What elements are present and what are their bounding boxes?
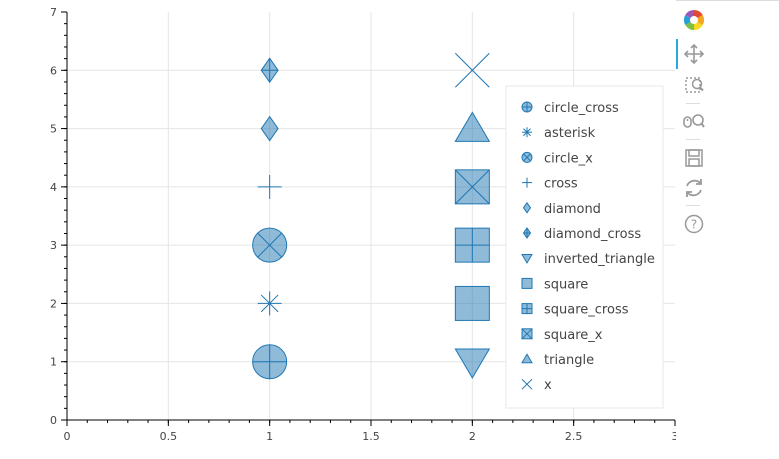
box-zoom-tool-icon[interactable] bbox=[680, 72, 708, 100]
legend-label: square_cross bbox=[544, 303, 629, 318]
marker-x bbox=[454, 52, 490, 88]
legend-glyph-square_x bbox=[521, 328, 533, 340]
legend-label: triangle bbox=[544, 353, 594, 368]
svg-text:?: ? bbox=[691, 218, 697, 232]
save-tool-icon[interactable] bbox=[680, 144, 708, 172]
marker-triangle bbox=[454, 111, 491, 142]
legend-item-circle_cross[interactable]: circle_cross bbox=[521, 101, 619, 116]
x-tick-label: 2.5 bbox=[565, 430, 583, 443]
legend-label: square_x bbox=[544, 328, 603, 343]
toolbar-divider bbox=[686, 205, 700, 206]
y-tick-label: 6 bbox=[50, 64, 57, 77]
legend-label: square bbox=[544, 277, 588, 292]
y-tick-label: 2 bbox=[50, 297, 57, 310]
y-tick-label: 5 bbox=[50, 123, 57, 136]
marker-square bbox=[454, 285, 490, 321]
marker-inverted_triangle bbox=[454, 348, 491, 379]
legend-label: diamond bbox=[544, 202, 601, 217]
y-tick-label: 1 bbox=[50, 356, 57, 369]
plot-area[interactable]: 0 0.5 1 1.5 2 2.5 3 0 1 2 3 4 5 6 7 circle_crossasteri… bbox=[0, 0, 676, 459]
x-tick-label: 0 bbox=[64, 430, 71, 443]
legend-glyph-x bbox=[521, 378, 533, 390]
legend-glyph-square_cross bbox=[521, 303, 533, 315]
bokeh-logo-icon[interactable] bbox=[680, 6, 708, 34]
x-tick-label: 1.5 bbox=[362, 430, 380, 443]
legend-label: asterisk bbox=[544, 126, 596, 141]
legend-item-square_cross[interactable]: square_cross bbox=[521, 303, 629, 318]
active-tool-indicator bbox=[676, 39, 678, 69]
legend-item-x[interactable]: x bbox=[521, 378, 552, 393]
wheel-zoom-tool-icon[interactable] bbox=[680, 108, 708, 136]
marker-diamond_cross bbox=[260, 57, 279, 84]
legend-label: circle_x bbox=[544, 151, 593, 166]
y-tick-label: 3 bbox=[50, 239, 57, 252]
marker-cross bbox=[257, 174, 282, 199]
marker-square_cross bbox=[454, 227, 490, 263]
y-tick-label: 7 bbox=[50, 6, 57, 19]
legend-item-triangle[interactable]: triangle bbox=[521, 353, 594, 368]
y-tick-label: 4 bbox=[50, 181, 57, 194]
marker-asterisk bbox=[257, 291, 282, 316]
y-tick-label: 0 bbox=[50, 414, 57, 427]
legend-item-inverted_triangle[interactable]: inverted_triangle bbox=[521, 252, 655, 267]
legend-label: cross bbox=[544, 177, 578, 192]
toolbar-divider bbox=[686, 103, 700, 104]
legend-glyph-circle_cross bbox=[521, 101, 533, 113]
legend-box bbox=[505, 85, 664, 409]
legend-item-square_x[interactable]: square_x bbox=[521, 328, 603, 343]
legend-item-cross[interactable]: cross bbox=[522, 177, 578, 192]
x-tick-label: 3 bbox=[672, 430, 677, 443]
legend-item-diamond[interactable]: diamond bbox=[522, 201, 601, 217]
legend-label: diamond_cross bbox=[544, 227, 641, 242]
legend-item-circle_x[interactable]: circle_x bbox=[521, 151, 593, 166]
marker-circle_cross bbox=[252, 344, 288, 380]
legend-glyph-cross bbox=[522, 177, 532, 188]
x-tick-label: 1 bbox=[266, 430, 273, 443]
pan-tool-icon[interactable] bbox=[680, 40, 708, 68]
help-tool-icon[interactable]: ? bbox=[680, 210, 708, 238]
legend-label: circle_cross bbox=[544, 101, 619, 116]
axes: 0 0.5 1 1.5 2 2.5 3 0 1 2 3 4 5 6 7 bbox=[50, 6, 676, 443]
reset-tool-icon[interactable] bbox=[680, 174, 708, 202]
legend-glyph-asterisk bbox=[522, 127, 532, 138]
toolbar: ? bbox=[676, 0, 716, 459]
x-tick-label: 0.5 bbox=[160, 430, 178, 443]
legend-glyph-inverted_triangle bbox=[521, 253, 533, 264]
legend-item-square[interactable]: square bbox=[521, 277, 588, 292]
legend-glyph-diamond bbox=[522, 201, 532, 214]
legend-glyph-diamond_cross bbox=[522, 227, 532, 239]
legend-item-diamond_cross[interactable]: diamond_cross bbox=[522, 227, 642, 242]
toolbar-top-border bbox=[676, 0, 779, 1]
legend-glyph-circle_x bbox=[521, 151, 533, 163]
toolbar-divider bbox=[686, 139, 700, 140]
markers bbox=[252, 52, 491, 380]
legend-glyph-triangle bbox=[521, 353, 533, 364]
marker-diamond bbox=[260, 115, 279, 142]
legend-item-asterisk[interactable]: asterisk bbox=[522, 126, 596, 141]
marker-square_x bbox=[454, 169, 490, 205]
legend-glyph-square bbox=[521, 277, 533, 289]
marker-circle_x bbox=[252, 227, 288, 263]
x-tick-label: 2 bbox=[469, 430, 476, 443]
legend-label: x bbox=[544, 378, 552, 393]
legend-label: inverted_triangle bbox=[544, 252, 655, 267]
